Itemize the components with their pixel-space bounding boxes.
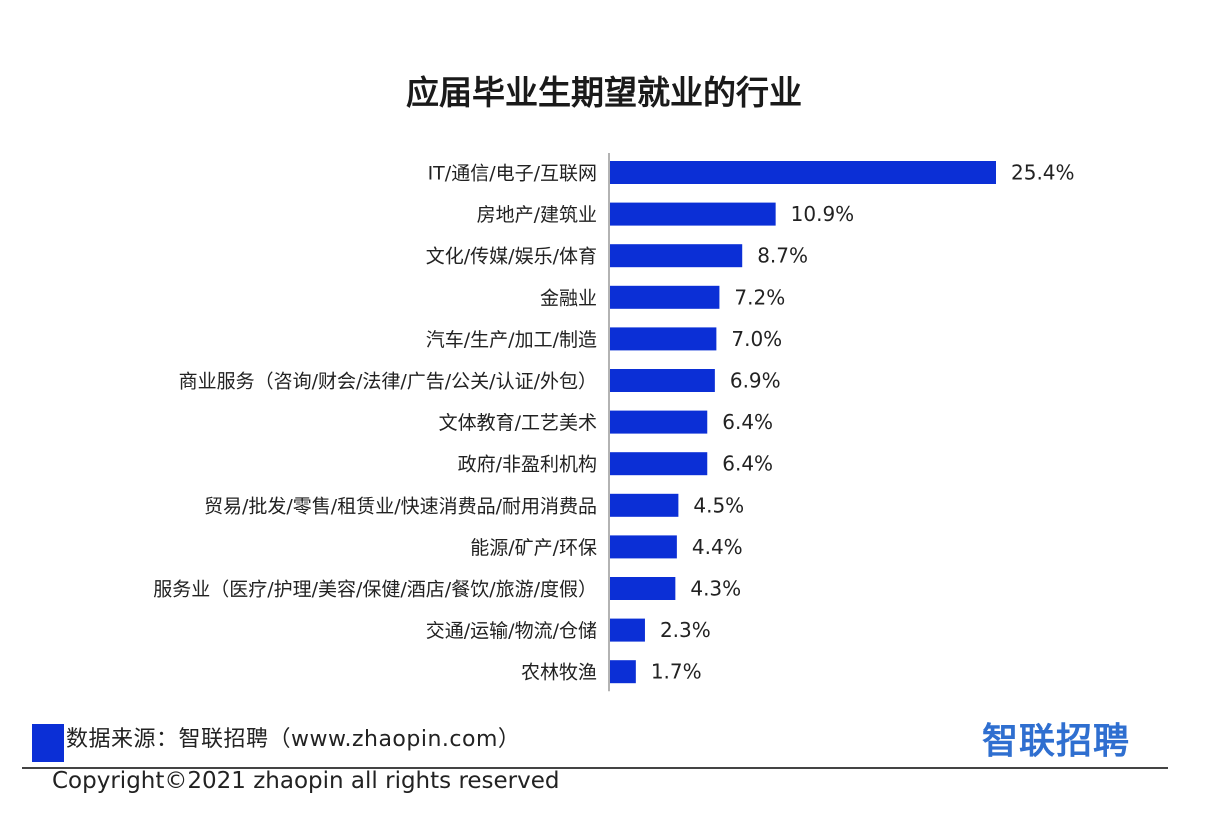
bar	[610, 618, 645, 642]
category-label: IT/通信/电子/互联网	[428, 163, 597, 185]
bar-chart: IT/通信/电子/互联网 25.4% 房地产/建筑业 10.9% 文化/传媒/娱乐/体育…	[153, 153, 1075, 692]
bar	[610, 535, 677, 559]
category-label: 服务业（医疗/护理/美容/保健/酒店/餐饮/旅游/度假）	[153, 579, 597, 601]
category-label: 金融业	[540, 287, 597, 309]
category-label: 交通/运输/物流/仓储	[426, 620, 597, 642]
source-color-square	[32, 724, 64, 762]
bar	[610, 369, 715, 392]
bar	[610, 452, 708, 476]
category-label: 房地产/建筑业	[477, 204, 597, 226]
value-label: 10.9%	[791, 202, 855, 226]
value-label: 4.4%	[692, 535, 743, 559]
bar	[610, 285, 720, 309]
bar	[610, 493, 679, 517]
value-label: 4.5%	[693, 493, 744, 517]
copyright-text: Copyright©2021 zhaopin all rights reserv…	[52, 768, 560, 794]
bar	[610, 410, 708, 434]
value-label: 6.4%	[722, 452, 773, 476]
bar	[610, 327, 717, 351]
category-label: 能源/矿产/环保	[470, 537, 597, 559]
value-label: 7.0%	[731, 327, 782, 351]
zhaopin-logo: 智联招聘	[982, 721, 1131, 762]
value-label: 1.7%	[651, 660, 702, 684]
value-label: 6.4%	[722, 410, 773, 434]
value-label: 6.9%	[730, 369, 781, 393]
bar	[610, 577, 676, 600]
category-label: 政府/非盈利机构	[458, 454, 597, 476]
category-label: 文体教育/工艺美术	[439, 412, 597, 434]
bar	[610, 244, 743, 268]
bar	[610, 660, 636, 684]
category-label: 贸易/批发/零售/租赁业/快速消费品/耐用消费品	[204, 495, 597, 517]
category-label: 汽车/生产/加工/制造	[426, 329, 597, 351]
value-label: 25.4%	[1011, 161, 1075, 185]
footer-divider	[22, 767, 1168, 769]
value-label: 8.7%	[757, 244, 808, 268]
category-label: 农林牧渔	[521, 662, 597, 684]
chart-title: 应届毕业生期望就业的行业	[406, 73, 802, 112]
bar	[610, 202, 776, 226]
value-label: 4.3%	[690, 577, 741, 601]
bar	[610, 161, 996, 184]
data-source: 数据来源：智联招聘（www.zhaopin.com）	[66, 727, 521, 752]
category-label: 文化/传媒/娱乐/体育	[426, 246, 597, 268]
category-label: 商业服务（咨询/财会/法律/广告/公关/认证/外包）	[179, 371, 597, 393]
value-label: 7.2%	[734, 285, 785, 309]
value-label: 2.3%	[660, 618, 711, 642]
